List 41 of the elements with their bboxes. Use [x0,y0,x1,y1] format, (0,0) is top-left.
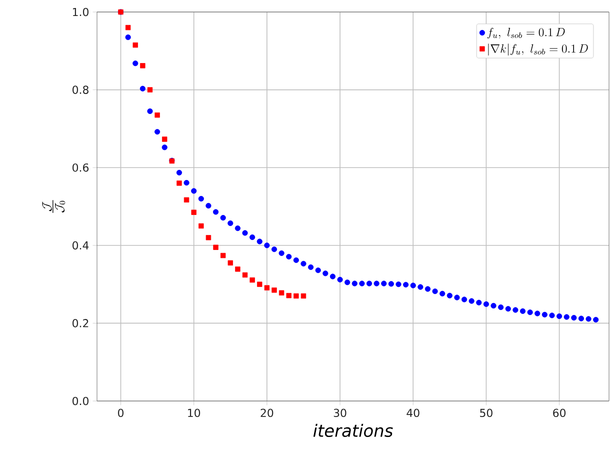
point [250,277,255,283]
y-tick-label: 0.2 [72,319,88,328]
point [154,112,160,118]
point [264,285,270,290]
point [213,244,218,250]
point [235,266,240,272]
point [206,235,212,240]
point [162,136,168,142]
point [294,293,299,299]
y-tick-label: 0.4 [72,241,89,250]
point [125,24,131,30]
point [220,252,226,258]
point [242,272,248,278]
y-tick-label: 0.8 [72,86,88,94]
point [300,293,306,299]
legend-label: $|\nabla k| f_u,\ l_{sob}=0.1\,D$ [488,44,588,56]
point [286,292,292,298]
x-tick-label: 10 [188,408,200,418]
x-tick-label: 60 [553,408,566,418]
y-tick-label: 0.0 [72,396,88,406]
point [132,42,138,48]
point [198,223,204,229]
y-tick-label: 0.6 [72,163,89,172]
point [184,197,190,202]
point [140,63,146,68]
point [278,290,284,296]
x-tick-label: 20 [260,408,274,418]
x-tick-label: 30 [334,408,346,418]
legend-label: $f_u,\ l_{sob}=0.1\,D$ [487,28,565,39]
x-tick-label: 0 [118,408,124,418]
point [272,288,277,293]
point [176,180,182,186]
point [257,282,262,287]
y-tick-label: 1.0 [73,8,88,16]
y-axis-title: $\frac{\mathcal{J}}{\mathcal{J}_0}$ [42,200,66,213]
x-axis-title: iterations [313,424,393,437]
x-tick-label: 40 [406,408,420,418]
point [228,260,233,266]
x-tick-label: 50 [480,408,492,418]
point [191,210,196,215]
point [147,87,153,92]
